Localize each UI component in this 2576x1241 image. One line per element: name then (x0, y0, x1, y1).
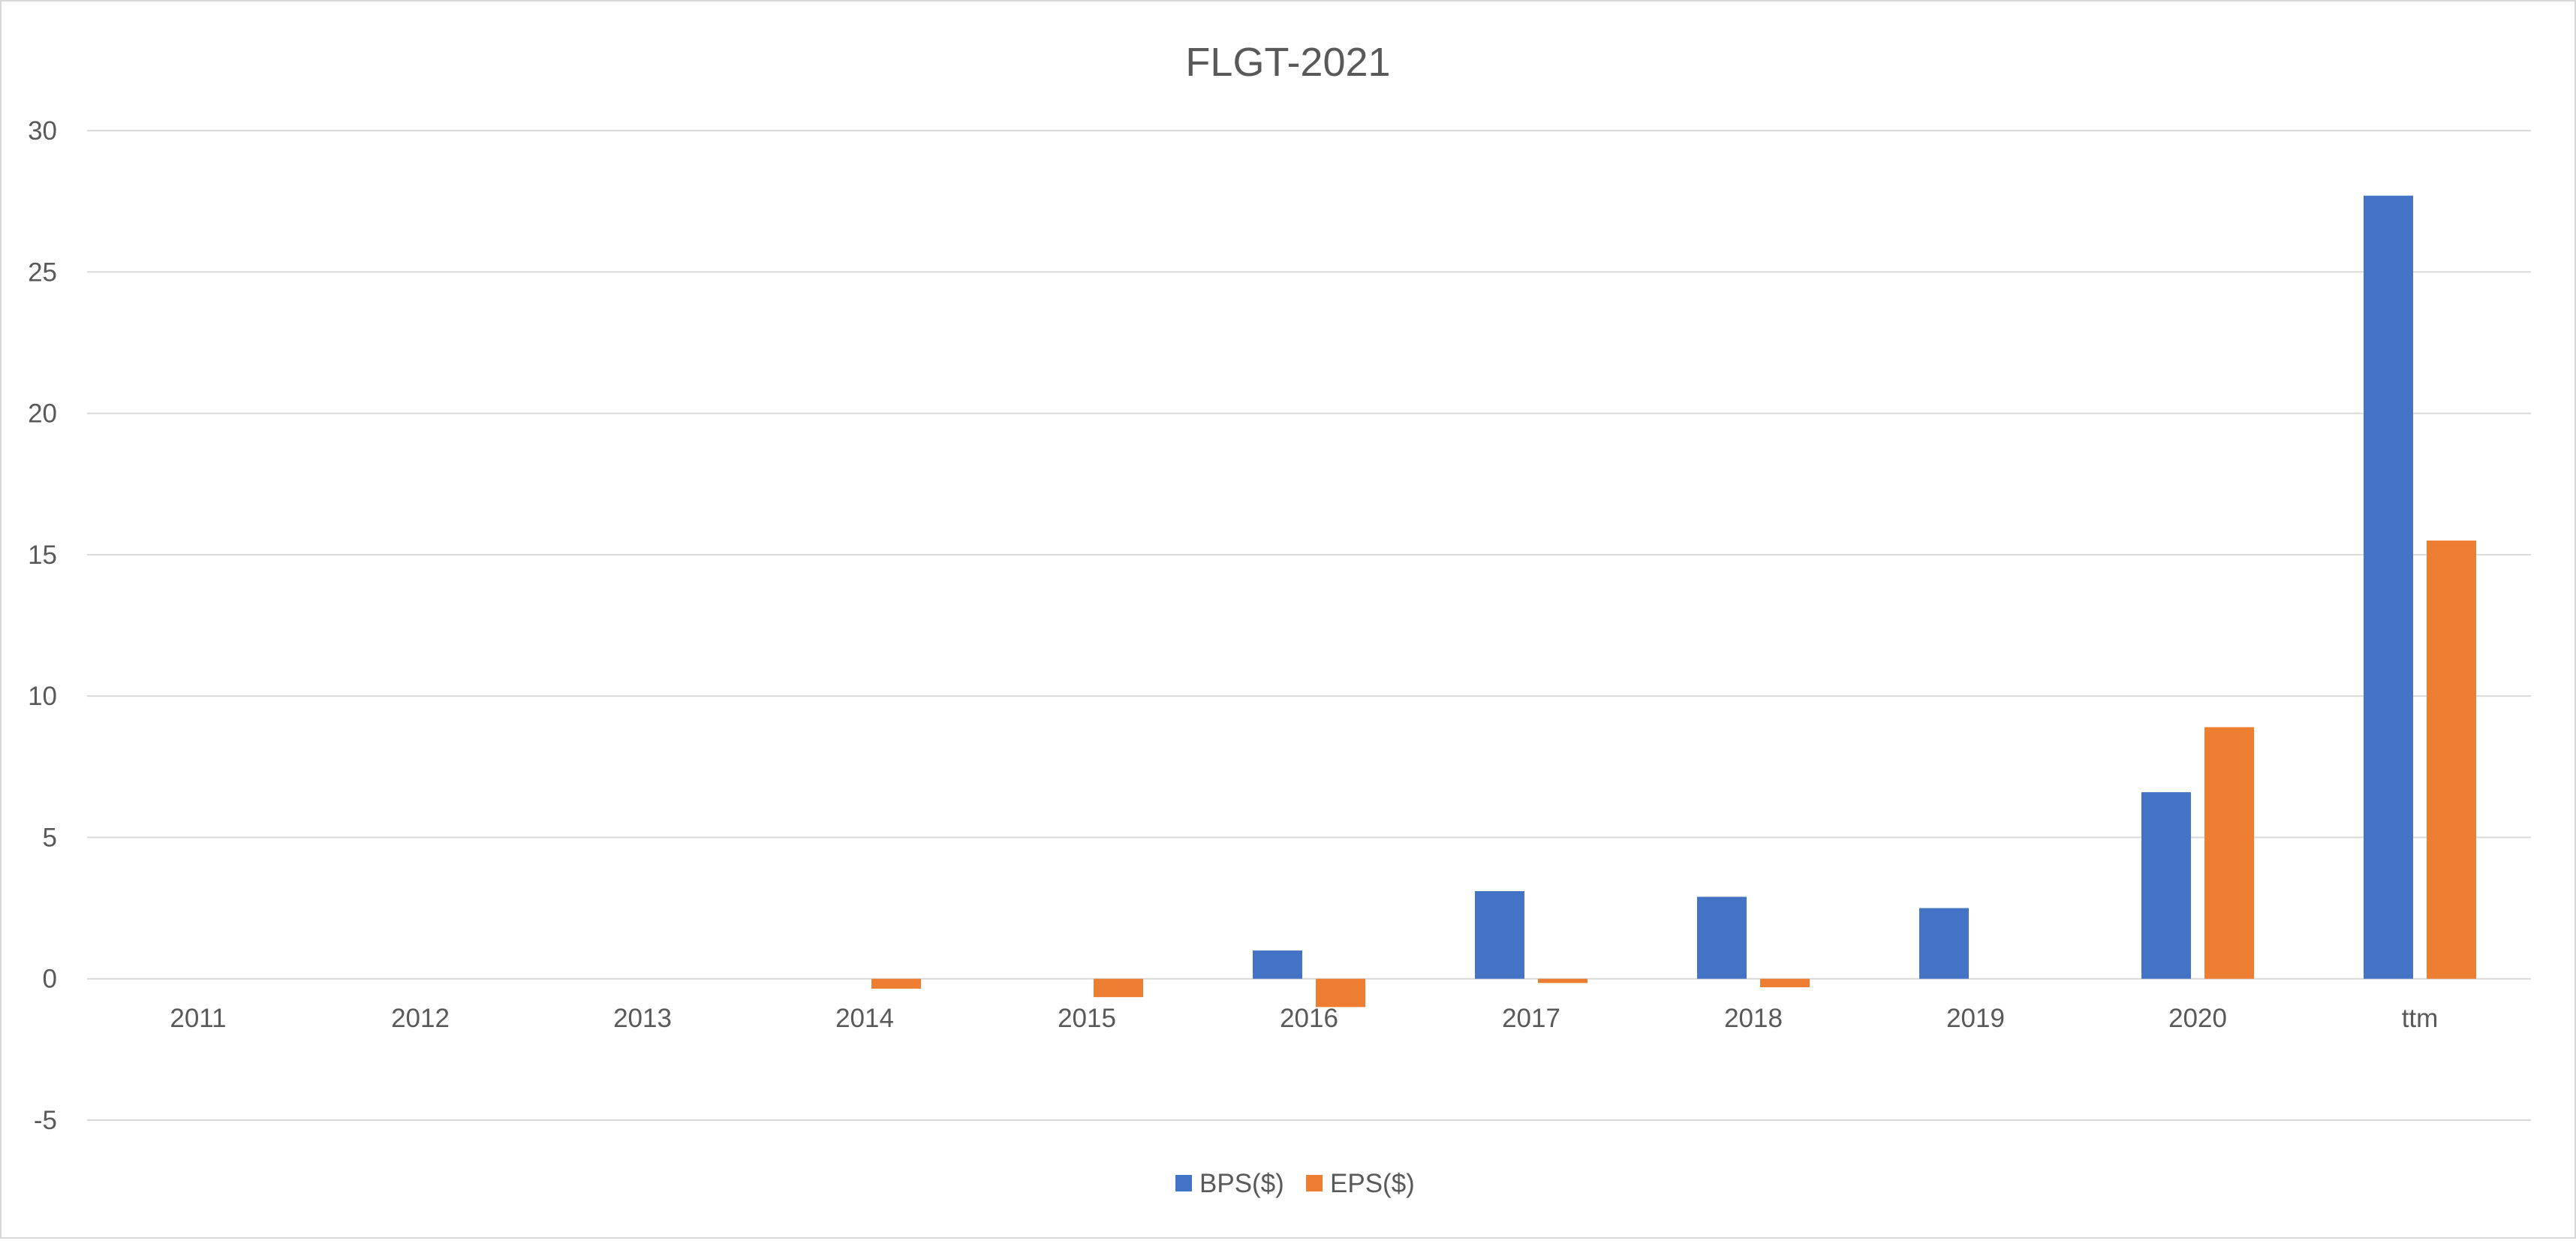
legend-label-bps: BPS($) (1199, 1169, 1284, 1198)
bars (871, 195, 2476, 1008)
bar-bps (1253, 950, 1302, 979)
bar-eps (1760, 978, 1810, 988)
y-tick-label: 5 (43, 823, 57, 852)
bar-eps (871, 978, 921, 989)
x-tick-label: 2018 (1724, 1004, 1783, 1033)
legend-swatch-bps (1175, 1175, 1192, 1191)
bar-eps (2204, 727, 2254, 979)
x-tick-label: 2017 (1502, 1004, 1560, 1033)
x-tick-label: 2012 (391, 1004, 450, 1033)
bar-bps (1475, 890, 1524, 979)
y-tick-label: 0 (43, 965, 57, 994)
legend-swatch-eps (1306, 1175, 1323, 1191)
bar-eps (1538, 978, 1587, 983)
x-tick-label: 2011 (170, 1004, 226, 1033)
bar-bps (1697, 896, 1747, 979)
x-tick-label: 2020 (2168, 1004, 2227, 1033)
x-tick-label: 2013 (613, 1004, 672, 1033)
y-tick-label: 25 (28, 258, 57, 287)
y-tick-label: 15 (28, 541, 57, 570)
chart-title: FLGT-2021 (1185, 40, 1390, 85)
x-tick-label: 2015 (1058, 1004, 1116, 1033)
bar-bps (2364, 195, 2413, 979)
gridlines (87, 130, 2531, 1121)
bar-eps (1316, 978, 1365, 1008)
y-tick-label: -5 (34, 1106, 57, 1135)
y-tick-label: 20 (28, 399, 57, 429)
bar-eps (1094, 978, 1143, 998)
bar-eps (2427, 541, 2476, 979)
legend-label-eps: EPS($) (1330, 1169, 1415, 1198)
x-tick-label: 2014 (835, 1004, 894, 1033)
bar-bps (1919, 908, 1969, 979)
x-tick-label: 2016 (1280, 1004, 1338, 1033)
x-tick-label: 2019 (1946, 1004, 2005, 1033)
legend: BPS($) EPS($) (1175, 1169, 1415, 1198)
x-axis-ticks: 2011 2012 2013 2014 2015 2016 2017 2018 2019 2020… (170, 1004, 2438, 1033)
bar-bps (2141, 792, 2191, 979)
y-tick-label: 30 (28, 116, 57, 146)
y-tick-label: 10 (28, 682, 57, 711)
y-axis-ticks: -5 0 5 10 15 20 25 30 (28, 116, 57, 1135)
x-tick-label: ttm (2402, 1004, 2439, 1033)
